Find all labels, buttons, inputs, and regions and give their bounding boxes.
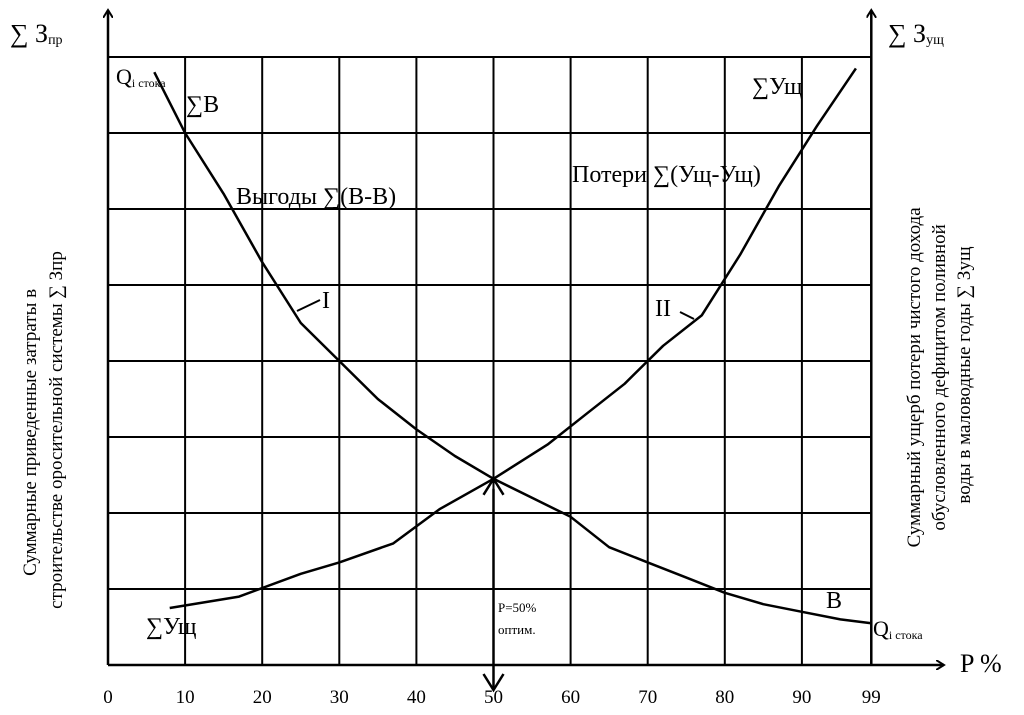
x-tick-label: 90: [792, 687, 811, 708]
x-tick-label: 99: [862, 687, 881, 708]
left-axis-caption: Суммарные приведенные затраты в строител…: [20, 251, 67, 609]
sum-b-label: ∑В: [186, 92, 219, 118]
curve-ii-label: II: [655, 296, 671, 322]
x-tick-label: 10: [176, 687, 195, 708]
x-tick-labels: 0 10 20 30 40 50 60 70 80 90 99: [103, 687, 881, 708]
grid: [107, 56, 873, 665]
optimum-arrow-down: [482, 673, 505, 693]
optimum-label-line2: оптим.: [498, 622, 536, 637]
x-tick-label: 0: [103, 687, 113, 708]
losses-label: Потери ∑(Ущ-Ущ): [572, 162, 761, 188]
series-line-2: [169, 67, 857, 610]
optimum-label-line1: P=50%: [498, 600, 537, 615]
x-tick-label: 80: [715, 687, 734, 708]
sum-ush-bottom-label: ∑Ущ: [146, 614, 196, 640]
b-label: В: [826, 588, 842, 614]
x-tick-label: 70: [638, 687, 657, 708]
x-tick-label: 60: [561, 687, 580, 708]
x-tick-label: 30: [330, 687, 349, 708]
curve-i-leader: [296, 299, 321, 312]
sum-ush-top-label: ∑Ущ: [752, 74, 802, 100]
series-line-1: [153, 71, 872, 625]
axes: [108, 10, 944, 665]
right-axis-caption: Суммарный ущерб потери чистого дохода об…: [904, 203, 975, 548]
y-left-label: ∑ Зпр: [10, 19, 63, 48]
x-axis-label: P %: [960, 649, 1002, 678]
curve-i-label: I: [322, 288, 330, 314]
benefits-label: Выгоды ∑(В-В): [236, 184, 396, 210]
x-tick-label: 20: [253, 687, 272, 708]
y-right-label: ∑ Зущ: [888, 19, 944, 48]
x-tick-label: 40: [407, 687, 426, 708]
optimum-arrow-up: [482, 476, 505, 496]
q-top-left-label: Qi стока: [116, 64, 166, 90]
series-group: [153, 67, 872, 625]
optimum-marker: [482, 476, 505, 693]
curve-ii-leader: [679, 311, 695, 320]
q-bottom-right-label: Qi стока: [873, 616, 923, 642]
x-tick-label: 50: [484, 687, 503, 708]
